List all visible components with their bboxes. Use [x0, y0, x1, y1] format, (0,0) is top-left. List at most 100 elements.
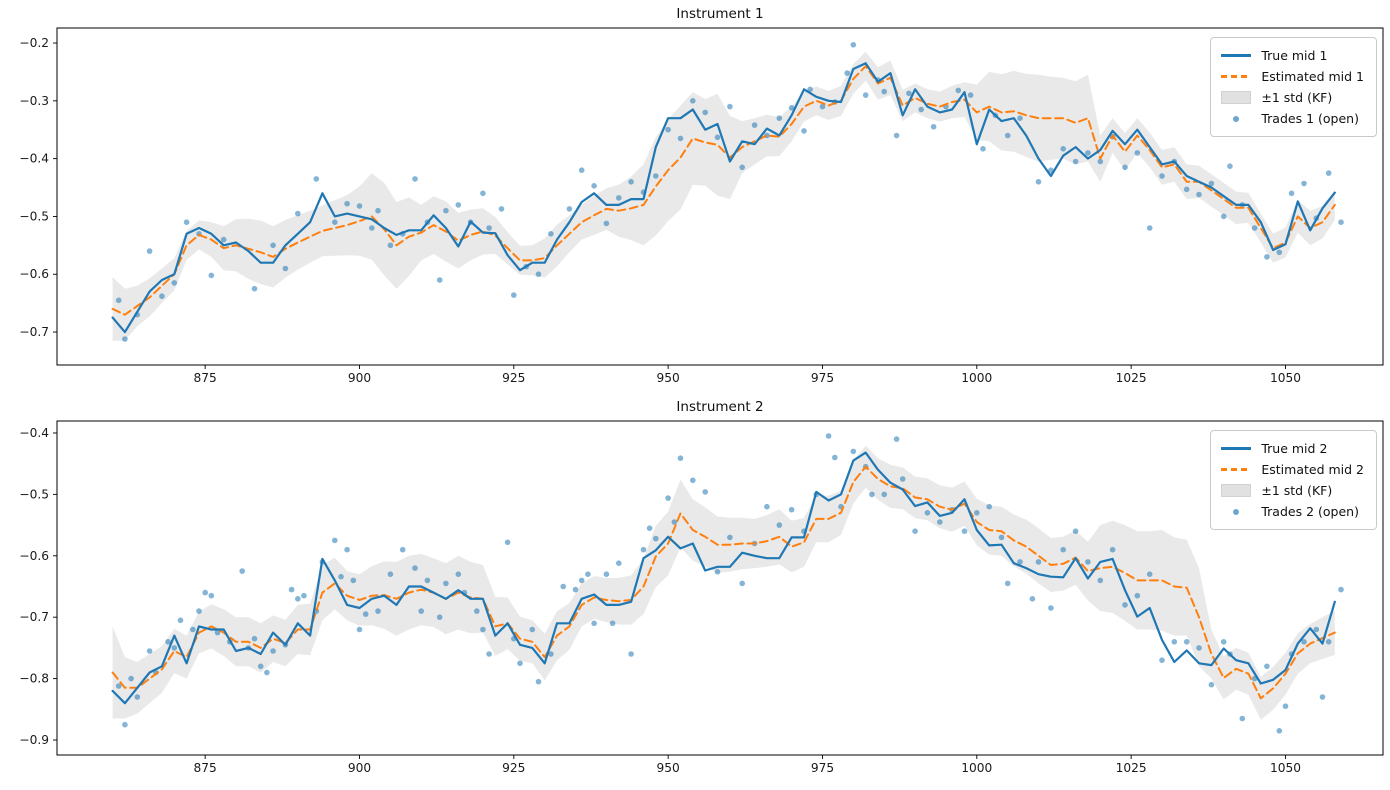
x-tick-label: 975	[811, 761, 834, 775]
trade-dot	[387, 571, 394, 577]
trade-dot	[480, 190, 486, 197]
trade-dot	[714, 569, 721, 575]
trade-dot	[171, 280, 178, 286]
trade-dot	[776, 522, 783, 528]
trade-dot	[1208, 180, 1215, 187]
trade-dot	[1085, 150, 1091, 156]
trade-dot	[122, 721, 128, 728]
x-tick-label: 1050	[1270, 371, 1301, 385]
x-tick-label: 1025	[1116, 371, 1147, 385]
trade-dot	[1109, 546, 1116, 553]
solid-line-swatch-icon	[1221, 54, 1252, 57]
trade-dot	[776, 115, 783, 121]
trade-dot	[788, 506, 795, 513]
trade-dot	[653, 173, 659, 179]
trade-dot	[893, 436, 900, 442]
axes-frame	[56, 27, 1384, 366]
trade-dot	[1276, 728, 1283, 734]
trade-dot	[387, 242, 394, 249]
trade-dot	[603, 220, 610, 227]
trade-dot	[1017, 115, 1023, 121]
dot-swatch-icon	[1221, 508, 1251, 515]
trade-dot	[980, 146, 986, 152]
trade-dot	[165, 639, 171, 645]
trade-dot	[690, 98, 696, 104]
panel1-legend: True mid 1 Estimated mid 1 ±1 std (KF) T…	[1210, 37, 1377, 137]
trade-dot	[288, 586, 295, 593]
trade-dot	[511, 292, 517, 298]
legend-item-true-mid-2: True mid 2	[1221, 438, 1364, 459]
trade-dot	[282, 265, 289, 272]
trade-dot	[764, 503, 770, 510]
trade-dot	[807, 86, 813, 93]
trade-dot	[819, 103, 826, 110]
trade-dot	[899, 476, 906, 482]
trade-dot	[1208, 681, 1215, 688]
legend-item-trades-2: Trades 2 (open)	[1221, 501, 1364, 522]
trade-dot	[850, 42, 857, 48]
trade-dot	[412, 565, 418, 571]
trade-dot	[616, 560, 622, 566]
trade-dot	[1035, 179, 1042, 185]
legend-item-trades-1: Trades 1 (open)	[1221, 108, 1364, 129]
x-tick-label: 875	[194, 761, 217, 775]
trade-dot	[424, 577, 431, 584]
trade-dot	[924, 510, 931, 516]
dot-swatch-icon	[1221, 115, 1251, 122]
trade-dot	[974, 510, 980, 516]
y-tick-label: −0.2	[19, 36, 49, 50]
trade-dot	[560, 583, 566, 590]
trade-dot	[825, 433, 832, 439]
legend-label: Estimated mid 2	[1261, 462, 1364, 477]
trade-dot	[862, 92, 869, 98]
trade-dot	[344, 546, 350, 553]
trade-dot	[375, 207, 381, 214]
trade-dot	[122, 336, 128, 342]
trade-dot	[548, 651, 554, 657]
trade-dot	[869, 491, 875, 498]
trade-dot	[202, 589, 208, 596]
trade-dot	[714, 134, 721, 141]
trade-dot	[1035, 559, 1042, 565]
trade-dot	[338, 573, 344, 580]
trade-dot	[986, 503, 992, 510]
trade-dot	[455, 202, 462, 208]
trade-dot	[566, 206, 573, 212]
trade-dot	[1301, 180, 1307, 187]
std-band	[112, 445, 1335, 720]
trade-dot	[1239, 715, 1246, 722]
trade-dot	[1264, 663, 1270, 670]
panel2-plot-area: 875 900 925 950 975 1000 1025 1050 −0.4 −0.5 −0.6 −…	[19, 420, 1384, 775]
trade-dot	[1134, 592, 1141, 599]
x-tick-label: 1025	[1116, 761, 1147, 775]
trade-dot	[1171, 639, 1178, 645]
trade-dot	[313, 176, 320, 182]
trade-dot	[906, 90, 912, 97]
trade-dot	[727, 103, 733, 110]
trade-dot	[517, 660, 523, 667]
trade-dot	[1060, 146, 1066, 152]
axes-frame	[56, 420, 1384, 756]
trade-dot	[332, 219, 338, 225]
trade-dot	[1183, 639, 1190, 645]
legend-item-std-band-2: ±1 std (KF)	[1221, 480, 1364, 501]
trade-dot	[646, 525, 653, 531]
trade-dot	[535, 678, 542, 685]
x-tick-label: 900	[348, 761, 371, 775]
trade-dot	[295, 210, 301, 217]
x-tick-label: 1000	[961, 371, 992, 385]
estimated-mid-line	[111, 465, 1336, 700]
y-tick-label: −0.4	[19, 426, 49, 440]
trade-dot	[486, 225, 492, 231]
y-tick-label: −0.4	[19, 152, 49, 166]
trade-dot	[1301, 639, 1307, 645]
trade-dot	[177, 617, 184, 624]
trade-dot	[1159, 657, 1165, 663]
trade-dot	[270, 242, 276, 249]
trade-dot	[578, 167, 585, 173]
trade-dot	[146, 648, 153, 654]
trade-dot	[1183, 186, 1190, 193]
trade-dot	[535, 271, 542, 278]
trade-dot	[702, 109, 708, 116]
trade-dot	[1017, 559, 1023, 565]
